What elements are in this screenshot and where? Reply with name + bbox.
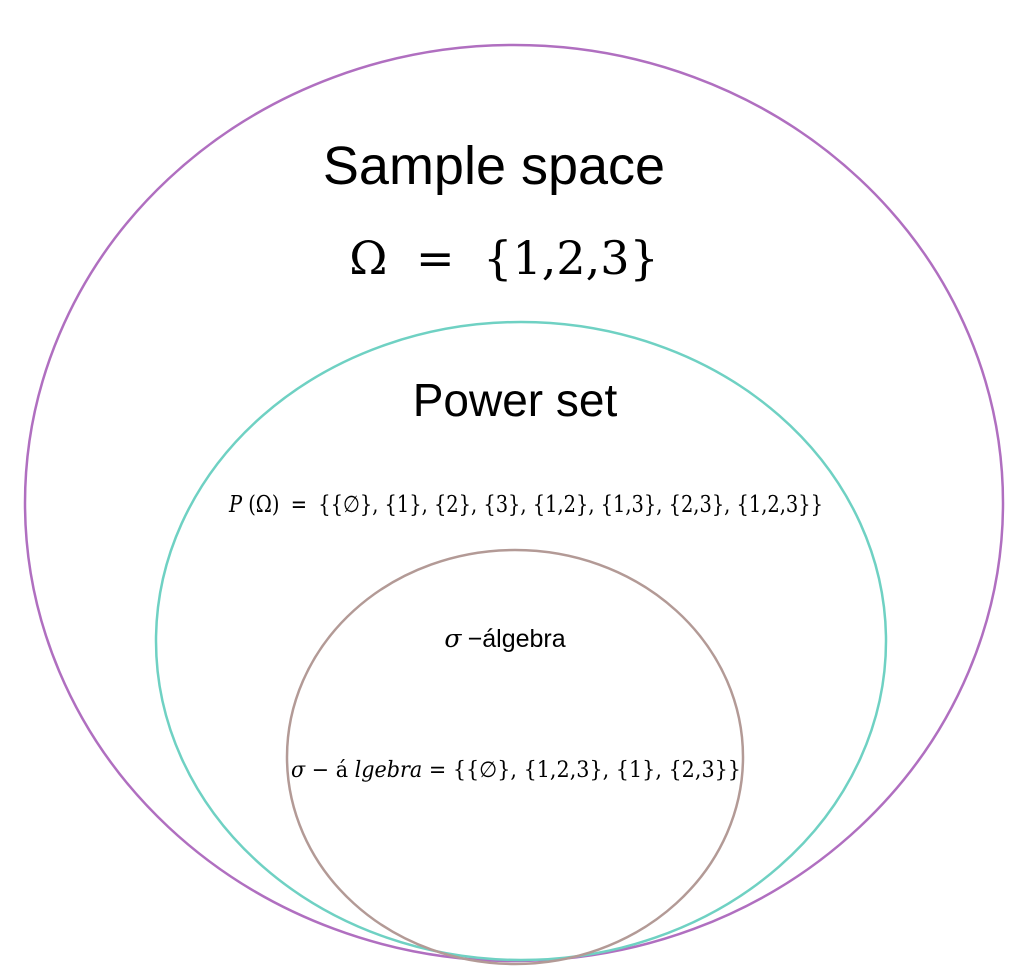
sigma-algebra-title: σ −álgebra — [444, 624, 565, 653]
power-set-p: P — [228, 492, 242, 518]
power-set-elements: {{∅}, {1}, {2}, {3}, {1,2}, {1,3}, {2,3}… — [318, 492, 823, 518]
sigma-formula-sigma: σ — [291, 758, 306, 783]
sample-space-set: {1,2,3} — [483, 231, 659, 285]
equals-sign: = — [416, 231, 455, 285]
sigma-symbol: σ — [444, 624, 462, 653]
sigma-formula-a: á — [336, 758, 348, 783]
power-set-title: Power set — [413, 374, 618, 426]
power-set-ellipse — [154, 320, 888, 962]
sample-space-formula: Ω = {1,2,3} — [349, 231, 659, 285]
sigma-algebra-title-text: −álgebra — [468, 625, 566, 653]
sigma-formula-equals: = — [429, 758, 453, 783]
power-set-equals: = — [291, 492, 307, 518]
sigma-formula-minus: − — [312, 758, 336, 783]
sample-space-title: Sample space — [323, 136, 665, 196]
sigma-algebra-formula: σ − á lgebra = {{∅}, {1,2,3}, {1}, {2,3}… — [291, 758, 741, 783]
sigma-formula-word: lgebra — [355, 758, 423, 783]
omega-symbol: Ω — [349, 231, 387, 285]
sigma-algebra-ellipse — [285, 548, 745, 966]
power-set-formula: P (Ω) = {{∅}, {1}, {2}, {3}, {1,2}, {1,3… — [228, 492, 823, 518]
sigma-formula-elements: {{∅}, {1,2,3}, {1}, {2,3}} — [453, 758, 741, 783]
power-set-arg: (Ω) — [248, 492, 279, 518]
